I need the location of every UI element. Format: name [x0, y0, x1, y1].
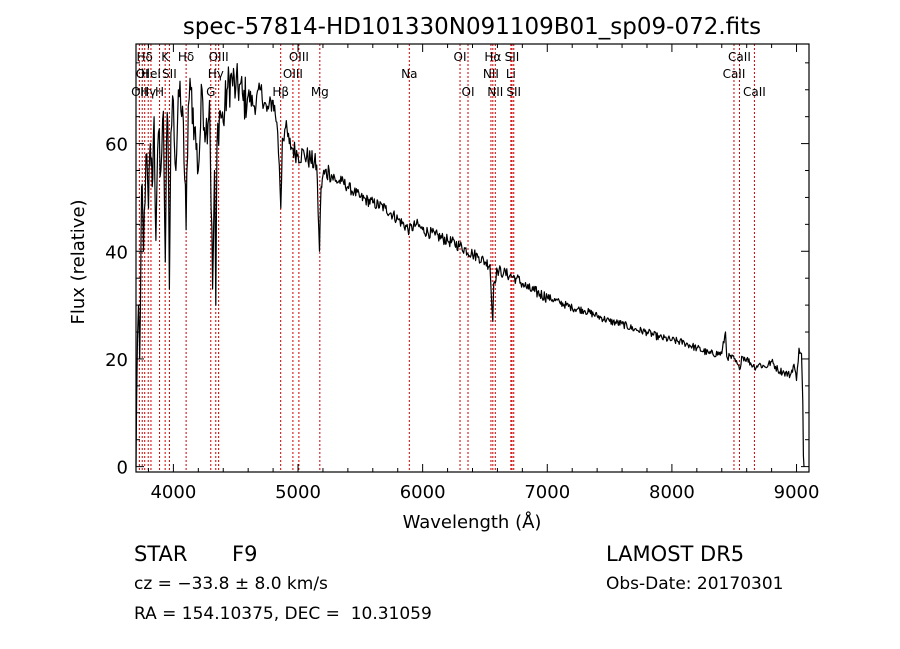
line-label-10: Hγ	[208, 67, 224, 81]
y-tick-label-3: 60	[105, 135, 128, 156]
line-label-25: CaII	[723, 67, 746, 81]
x-tick-label-0: 4000	[150, 482, 196, 503]
x-tick-label-2: 6000	[400, 482, 446, 503]
axes: 4000 5000 6000 7000 8000 9000 0 20 40 60	[105, 44, 819, 503]
line-label-1: OI	[136, 67, 149, 81]
line-label-6: K	[161, 50, 170, 64]
line-label-7: SII	[162, 67, 177, 81]
line-label-2: Hδ	[137, 50, 153, 64]
spectral-line-labels: OIIOIHδHγHeIHKSIIHδGHγOIIIHβOIIIOIIIMgNa…	[131, 50, 766, 99]
line-label-8: Hδ	[178, 50, 194, 64]
line-label-11: OIII	[209, 50, 229, 64]
line-label-14: OIII	[289, 50, 309, 64]
line-label-12: Hβ	[272, 85, 289, 99]
survey-name: LAMOST DR5	[606, 542, 745, 566]
x-axis-label: Wavelength (Å)	[403, 511, 542, 533]
observation-date: Obs-Date: 20170301	[606, 574, 784, 594]
line-label-19: NII	[483, 67, 499, 81]
line-label-24: SII	[506, 85, 521, 99]
x-tick-label-4: 8000	[649, 482, 695, 503]
line-label-13: OIII	[283, 67, 303, 81]
line-label-21: NII	[487, 85, 503, 99]
line-label-22: Li	[506, 67, 516, 81]
x-tick-label-3: 7000	[524, 482, 570, 503]
spectrum-series-line	[135, 63, 805, 467]
plot-frame	[135, 43, 810, 473]
line-label-4: HeI	[141, 67, 161, 81]
object-subclass: F9	[232, 542, 258, 566]
line-label-0: OII	[131, 85, 148, 99]
y-tick-label-1: 20	[105, 350, 128, 371]
y-tick-label-2: 40	[105, 242, 128, 263]
line-label-20: Hα	[484, 50, 501, 64]
x-tick-label-5: 9000	[774, 482, 820, 503]
y-tick-label-0: 0	[117, 458, 128, 479]
y-axis-label: Flux (relative)	[68, 199, 89, 324]
chart-title: spec-57814-HD101330N091109B01_sp09-072.f…	[183, 14, 761, 40]
line-label-17: OI	[454, 50, 467, 64]
ra-dec: RA = 154.10375, DEC = 10.31059	[134, 604, 432, 624]
x-tick-label-1: 5000	[275, 482, 321, 503]
line-label-27: CaII	[743, 85, 766, 99]
line-label-16: Na	[401, 67, 417, 81]
spectral-line-markers	[138, 44, 755, 472]
object-class: STAR	[134, 542, 188, 566]
line-label-23: SII	[505, 50, 520, 64]
line-label-3: Hγ	[140, 85, 156, 99]
line-label-15: Mg	[311, 85, 329, 99]
line-label-26: CaII	[728, 50, 751, 64]
redshift-cz: cz = −33.8 ± 8.0 km/s	[134, 574, 328, 594]
line-label-9: G	[206, 85, 215, 99]
line-label-5: H	[155, 85, 164, 99]
line-label-18: OI	[462, 85, 475, 99]
